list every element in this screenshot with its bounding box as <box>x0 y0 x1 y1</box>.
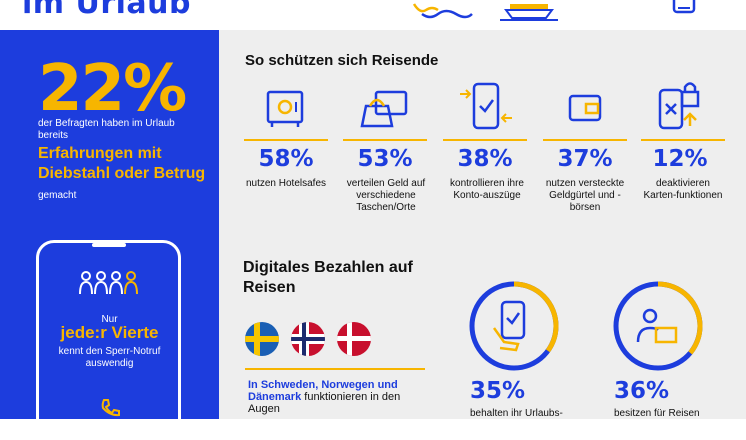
ring-chart-35 <box>469 281 559 371</box>
wallet-icon <box>568 94 602 122</box>
ring-highlight-arc <box>613 281 703 371</box>
page-title: im Urlaub <box>22 0 192 21</box>
phone-card-text: kennt den Sperr-Notruf auswendig <box>58 346 161 369</box>
phone-notch <box>92 243 126 247</box>
norway-flag-icon <box>291 322 325 356</box>
digital-stat-description: behalten ihr Urlaubs- <box>470 408 563 419</box>
item-separator <box>244 139 328 141</box>
digital-stat-percentage: 36% <box>614 378 670 404</box>
ring-chart-36 <box>613 281 703 371</box>
flags-separator <box>245 368 425 370</box>
phone-card-highlight: jede:r Vierte <box>60 323 159 342</box>
digital-stat-description: besitzen für Reisen <box>614 408 700 419</box>
bags-icon <box>360 90 408 128</box>
item-separator <box>343 139 427 141</box>
item-description: nutzen Hotelsafes <box>245 178 327 189</box>
safe-icon <box>266 90 304 127</box>
item-description: kontrollieren ihre Konto-auszüge <box>450 178 524 201</box>
item-percentage: 58% <box>258 146 314 172</box>
item-percentage: 12% <box>652 146 708 172</box>
item-percentage: 38% <box>457 146 513 172</box>
flags-text: In Schweden, Norwegen und Dänemark funkt… <box>248 379 428 415</box>
experience-highlight: Erfahrungen mit Diebstahl oder Betrug <box>38 145 206 182</box>
denmark-flag-icon <box>337 322 371 356</box>
item-separator <box>641 139 725 141</box>
item-separator <box>543 139 627 141</box>
flags-text-bold: In Schweden, Norwegen und Dänemark <box>248 379 398 403</box>
telephone-icon <box>101 399 120 417</box>
phone-card-nur: Nur <box>101 314 118 325</box>
ring-highlight-arc <box>469 281 559 371</box>
item-description: deaktivieren Karten-funktionen <box>643 178 723 201</box>
card-icon <box>672 0 696 14</box>
top-banner <box>0 0 746 30</box>
people-icon <box>79 271 138 295</box>
flags-text-rest: funktionieren in den Augen <box>248 391 401 415</box>
item-percentage: 37% <box>557 146 613 172</box>
item-description: nutzen versteckte Geldgürtel und -börsen <box>545 178 625 213</box>
big-percentage: 22% <box>38 52 187 126</box>
digital-stat-percentage: 35% <box>470 378 526 404</box>
item-percentage: 53% <box>357 146 413 172</box>
experience-text: Erfahrungen mit Diebstahl oder Betrug ge… <box>38 144 208 206</box>
experience-tail: gemacht <box>38 190 77 201</box>
item-description: verteilen Geld auf verschiedene Taschen/… <box>346 178 426 213</box>
phone-lock-icon <box>658 82 700 130</box>
digital-title: Digitales Bezahlen auf Reisen <box>243 259 413 296</box>
percentage-description: der Befragten haben im Urlaub bereits <box>38 118 175 141</box>
sweden-flag-icon <box>245 322 279 356</box>
item-separator <box>443 139 527 141</box>
phone-sync-icon <box>460 82 512 130</box>
travel-illustration-icon <box>412 3 558 21</box>
protection-title: So schützen sich Reisende <box>245 52 439 69</box>
